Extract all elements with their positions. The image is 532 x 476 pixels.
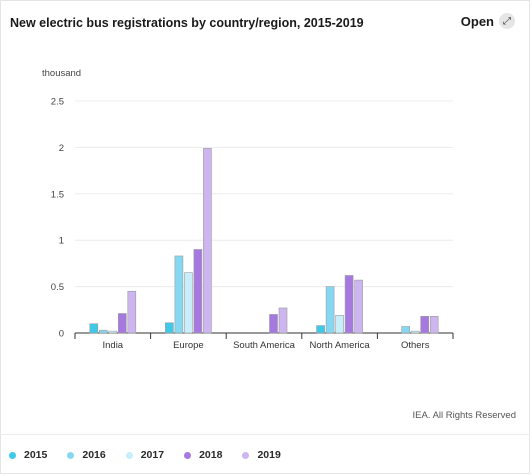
bar-2017-europe <box>184 272 193 334</box>
bar-2018-north-america <box>344 275 354 334</box>
bar-2015-north-america <box>316 325 325 334</box>
y-tick-label: 2.5 <box>51 97 64 108</box>
bar-2016-india <box>99 329 108 334</box>
bar-2017-north-america <box>335 315 344 334</box>
bar-2019-india <box>127 290 137 334</box>
bar-2017-others <box>410 330 420 334</box>
legend-swatch <box>9 451 16 459</box>
legend-item-2017[interactable]: 2017 <box>125 449 165 461</box>
x-tick-label: Europe <box>173 340 204 351</box>
legend-swatch <box>242 451 250 459</box>
bar-2015-europe <box>165 322 174 334</box>
bar-2018-europe <box>193 249 203 334</box>
y-tick-label: 0 <box>59 329 64 340</box>
x-tick-label: North America <box>310 340 371 351</box>
legend-label: 2015 <box>24 449 48 461</box>
chart-title: New electric bus registrations by countr… <box>10 16 364 30</box>
bar-2019-north-america <box>354 279 363 334</box>
legend-divider <box>0 434 530 435</box>
y-tick-label: 0.5 <box>51 282 64 293</box>
open-button[interactable]: Open ⤢ <box>461 13 515 29</box>
bar-2019-europe <box>203 148 212 334</box>
y-tick-label: 1.5 <box>51 189 64 200</box>
bar-chart: thousand 0 0.5 1 1.5 2 2.5 India Europe South Ame… <box>42 68 454 351</box>
bar-2018-others <box>420 315 430 334</box>
bar-2016-north-america <box>325 286 335 334</box>
legend-label: 2016 <box>82 449 106 461</box>
bar-2017-india <box>108 330 118 334</box>
legend-swatch <box>67 451 75 459</box>
x-tick-label: South America <box>233 340 295 351</box>
bar-2018-india <box>118 313 127 334</box>
bar-2018-south-america <box>269 314 278 334</box>
legend-item-2016[interactable]: 2016 <box>67 449 106 461</box>
legend-label: 2018 <box>199 449 223 461</box>
y-unit-label: thousand <box>42 68 81 79</box>
x-tick-label: India <box>102 340 123 351</box>
expand-icon: ⤢ <box>499 13 515 29</box>
legend-item-2019[interactable]: 2019 <box>242 449 281 461</box>
bar-2019-others <box>429 315 439 334</box>
x-tick-label: Others <box>401 340 430 351</box>
y-tick-label: 1 <box>59 236 64 247</box>
bar-2016-europe <box>174 255 184 334</box>
legend-item-2018[interactable]: 2018 <box>184 449 222 461</box>
legend: 2015 2016 2017 2018 2019 <box>9 449 281 461</box>
bar-2016-others <box>401 326 411 334</box>
credit-text: IEA. All Rights Reserved <box>412 410 517 421</box>
legend-label: 2017 <box>140 449 165 461</box>
legend-swatch <box>184 451 192 459</box>
legend-item-2015[interactable]: 2015 <box>9 449 47 461</box>
legend-label: 2019 <box>257 449 281 461</box>
bar-2019-south-america <box>278 307 288 334</box>
y-tick-label: 2 <box>59 143 64 154</box>
legend-swatch <box>125 451 133 459</box>
open-label: Open <box>460 13 494 29</box>
bar-2015-india <box>89 323 99 334</box>
